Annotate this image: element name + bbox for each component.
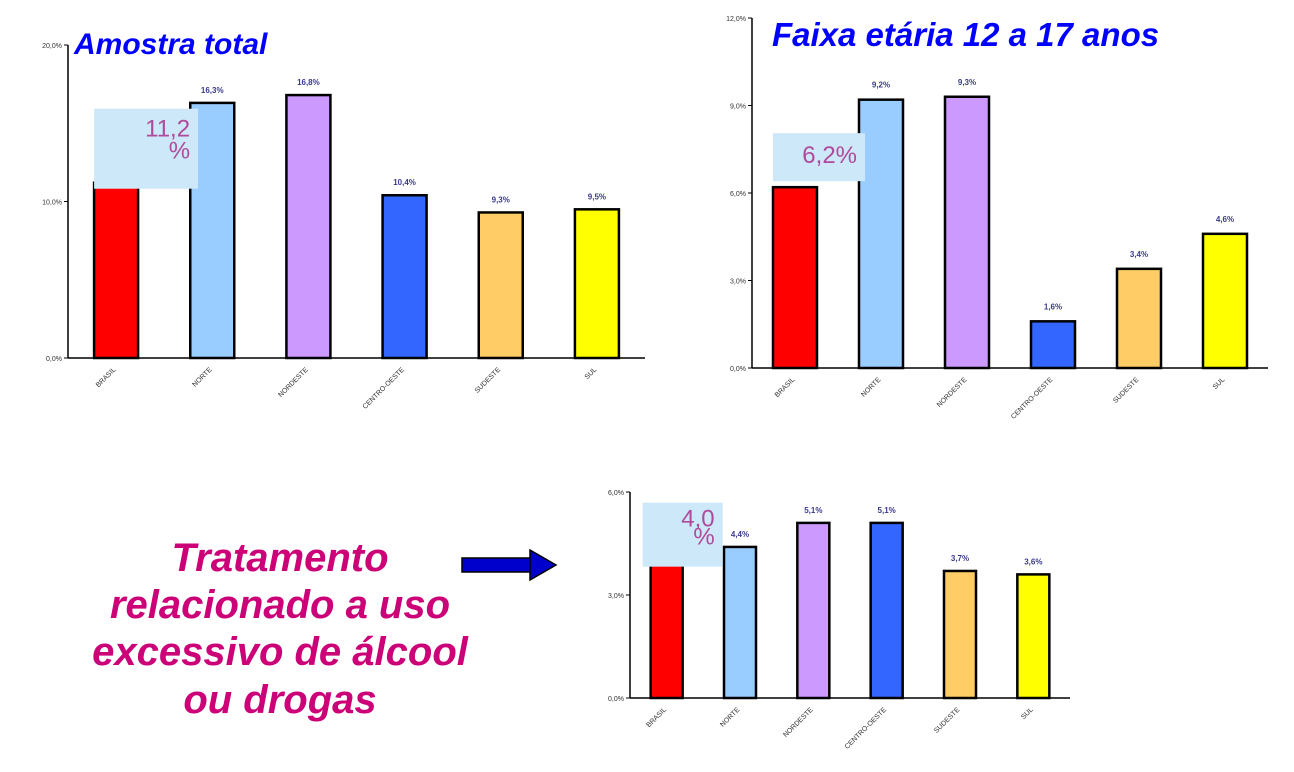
data-label: 3,4%	[1130, 250, 1148, 259]
data-label: 4,4%	[731, 530, 749, 539]
bar-norte	[722, 545, 758, 700]
category-label: SUDESTE	[933, 706, 962, 735]
category-label: CENTRO-OESTE	[844, 706, 889, 751]
right-arrow-icon	[461, 548, 558, 582]
bar-centro-oeste	[381, 193, 428, 360]
data-label: 4,6%	[1216, 215, 1234, 224]
y-tick-label: 0,0%	[46, 356, 62, 363]
bar-sul	[1016, 573, 1051, 700]
data-label: 16,3%	[201, 86, 224, 95]
data-label: 3,6%	[1024, 557, 1042, 566]
bar-sul	[1201, 232, 1249, 370]
y-tick-label: 10,0%	[42, 200, 62, 207]
data-label: 9,2%	[872, 81, 890, 90]
y-tick-label: 3,0%	[730, 279, 746, 286]
headline-line: relacionado a uso	[109, 583, 451, 628]
callout-box	[642, 502, 723, 567]
bar-nordeste	[796, 521, 831, 700]
headline-line: Tratamento	[171, 536, 389, 580]
data-label: 1,6%	[1044, 302, 1062, 311]
chart-title-amostra-total: Amostra total	[74, 28, 268, 61]
category-label: SUL	[1020, 706, 1035, 721]
bar-brasil	[771, 185, 819, 370]
data-label: 10,4%	[393, 178, 416, 187]
y-tick-label: 6,0%	[730, 191, 746, 198]
y-tick-label: 20,0%	[42, 43, 62, 50]
y-tick-label: 12,0%	[726, 16, 746, 23]
bar-nordeste	[943, 95, 991, 370]
bar-norte	[857, 98, 905, 370]
data-label: 9,3%	[492, 195, 510, 204]
y-tick-label: 0,0%	[608, 696, 624, 703]
y-tick-label: 0,0%	[730, 366, 746, 373]
callout-label: 11,2	[145, 116, 190, 143]
callout-label: 6,2%	[802, 142, 857, 169]
data-label: 16,8%	[297, 78, 320, 87]
bar-nordeste	[285, 93, 332, 360]
data-label: 3,7%	[951, 554, 969, 563]
category-label: NORTE	[719, 706, 741, 728]
bar-centro-oeste	[869, 521, 904, 700]
category-label: BRASIL	[646, 706, 669, 729]
bar-centro-oeste	[1029, 320, 1077, 370]
callout-box	[94, 108, 199, 189]
headline-tratamento: Tratamento relacionado a uso excessivo d…	[40, 535, 520, 724]
callout-label: %	[693, 524, 714, 551]
bar-sudeste	[1115, 267, 1163, 370]
data-label: 5,1%	[878, 506, 896, 515]
bar-sudeste	[477, 211, 524, 360]
chart-title-faixa-etaria: Faixa etária 12 a 17 anos	[772, 16, 1160, 53]
callout-box	[773, 133, 865, 182]
headline-line: ou drogas	[183, 677, 377, 722]
bar-brasil	[649, 559, 684, 700]
callout-label: 4,0	[681, 506, 714, 533]
bar-sudeste	[942, 569, 978, 700]
data-label: 9,3%	[958, 78, 976, 87]
y-tick-label: 6,0%	[608, 490, 624, 497]
category-label: NORDESTE	[782, 706, 815, 739]
y-tick-label: 9,0%	[730, 104, 746, 111]
y-tick-label: 3,0%	[608, 593, 624, 600]
data-label: 5,1%	[804, 506, 822, 515]
callout-label: %	[169, 138, 190, 165]
bar-sul	[573, 208, 621, 360]
headline-line: excessivo de álcool	[92, 630, 468, 675]
data-label: 9,5%	[588, 192, 606, 201]
